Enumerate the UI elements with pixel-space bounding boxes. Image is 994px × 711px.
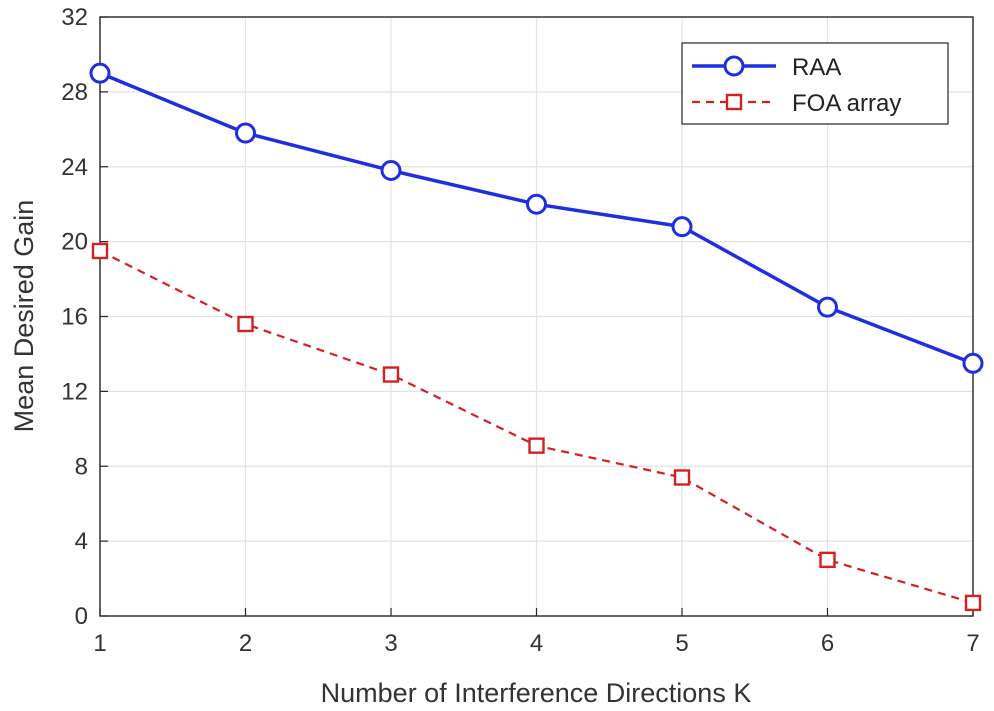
data-point-raa <box>962 352 984 374</box>
data-point-foa <box>382 366 400 383</box>
series-foa <box>91 242 982 612</box>
x-tick-label: 1 <box>93 630 106 657</box>
x-tick-label: 5 <box>675 630 688 657</box>
data-point-foa <box>91 242 109 260</box>
y-tick-label: 8 <box>75 453 88 480</box>
series-raa <box>89 62 984 374</box>
x-tick-label: 4 <box>530 630 543 657</box>
y-axis-ticks: 0 4 8 12 16 20 24 28 32 <box>61 4 108 630</box>
y-axis-title: Mean Desired Gain <box>9 200 39 433</box>
x-tick-label: 6 <box>821 630 834 657</box>
data-point-foa <box>964 594 982 612</box>
data-point-foa <box>237 315 254 333</box>
y-tick-label: 32 <box>61 4 88 31</box>
y-tick-label: 4 <box>75 528 88 555</box>
y-tick-label: 20 <box>61 229 88 256</box>
x-tick-label: 2 <box>239 630 252 657</box>
legend-box <box>681 42 949 125</box>
y-tick-label: 24 <box>61 154 88 181</box>
data-point-foa <box>819 551 836 569</box>
data-point-raa <box>671 216 693 238</box>
legend: RAA FOA array <box>681 42 949 125</box>
y-tick-label: 0 <box>75 603 88 630</box>
data-point-raa <box>526 193 547 215</box>
data-point-raa <box>817 296 838 318</box>
data-point-foa <box>673 469 691 486</box>
series-layer <box>89 62 984 612</box>
legend-marker-raa <box>723 55 745 77</box>
y-tick-label: 12 <box>61 378 88 405</box>
y-tick-label: 28 <box>61 79 88 106</box>
legend-label-foa: FOA array <box>792 90 901 117</box>
legend-label-raa: RAA <box>792 54 841 81</box>
legend-marker-foa <box>725 93 743 111</box>
y-tick-label: 16 <box>61 304 88 331</box>
x-tick-label: 7 <box>966 630 979 657</box>
data-point-raa <box>380 159 402 181</box>
x-tick-label: 3 <box>384 630 397 657</box>
data-point-raa <box>235 122 256 144</box>
x-axis-title: Number of Interference Directions K <box>321 678 752 708</box>
data-point-raa <box>89 62 111 84</box>
x-axis-ticks: 1 2 3 4 5 6 7 <box>93 608 980 657</box>
data-point-foa <box>528 437 545 454</box>
